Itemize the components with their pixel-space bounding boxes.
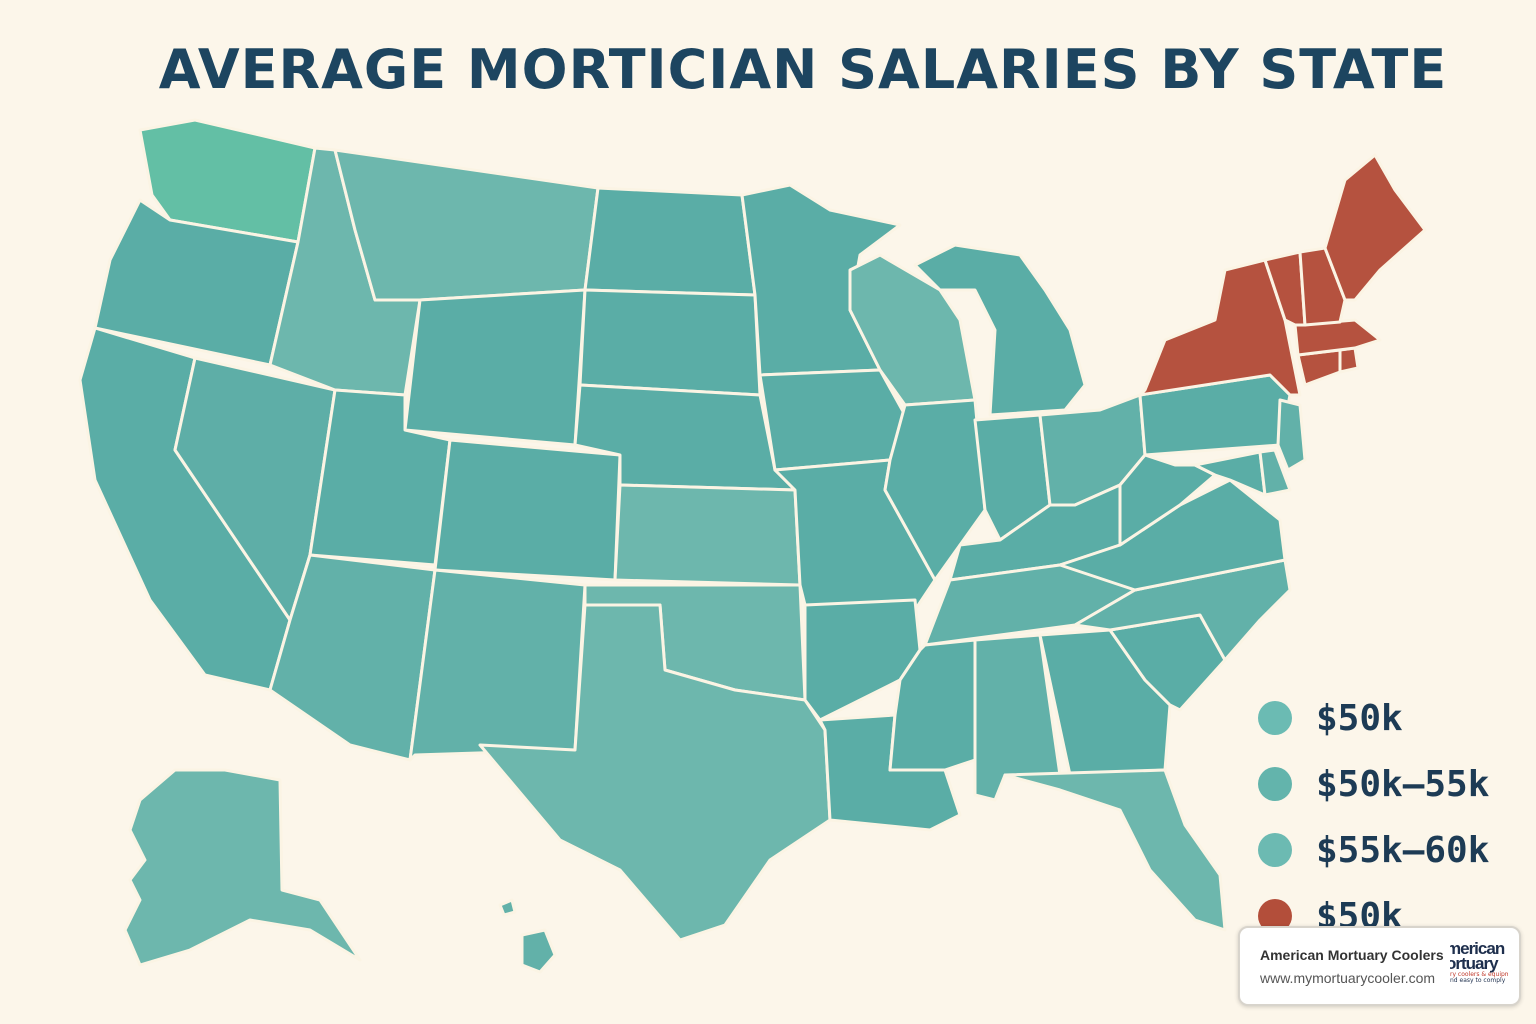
state-montana[interactable] [333,148,600,302]
state-rhode-island[interactable] [1338,346,1360,374]
legend-swatch [1258,833,1292,867]
state-hawaii[interactable] [498,898,517,917]
state-maine[interactable] [1323,153,1427,302]
state-michigan[interactable] [913,243,1087,417]
state-colorado[interactable] [433,438,622,582]
badge-url[interactable]: www.mymortuarycooler.com [1260,970,1436,986]
state-new-hampshire[interactable] [1298,246,1347,327]
legend-label: $55k–60k [1316,829,1490,871]
logo-line: nd easy to comply [1450,977,1506,984]
legend-swatch [1258,767,1292,801]
logo-line: merican [1450,940,1505,958]
state-delaware[interactable] [1258,448,1292,497]
company-logo: merican ortuary ry coolers & equipme nd … [1450,940,1508,990]
state-north-dakota[interactable] [583,186,757,297]
logo-line: ortuary [1450,954,1499,973]
state-hawaii-big-island[interactable] [520,928,557,974]
logo-line: ry coolers & equipme [1450,971,1508,978]
state-vermont[interactable] [1263,250,1307,327]
map-legend: $50k $50k–55k $55k–60k $50k [1258,685,1489,949]
legend-swatch [1258,701,1292,735]
state-florida[interactable] [1003,768,1227,932]
legend-item: $50k [1258,685,1489,751]
source-badge[interactable]: American Mortuary Coolers www.mymortuary… [1238,926,1521,1006]
state-massachusetts[interactable] [1293,318,1382,357]
state-iowa[interactable] [758,368,907,472]
badge-company-name: American Mortuary Coolers [1260,947,1444,963]
state-new-mexico[interactable] [408,568,587,762]
map-title: AVERAGE MORTICIAN SALARIES BY STATE [158,38,1448,101]
state-illinois[interactable] [883,398,987,582]
state-alaska[interactable] [123,768,362,967]
legend-item: $55k–60k [1258,817,1489,883]
state-wyoming[interactable] [403,288,587,447]
legend-label: $50k [1316,697,1403,739]
state-south-dakota[interactable] [578,288,762,397]
legend-label: $50k–55k [1316,763,1490,805]
state-texas[interactable] [478,603,832,942]
legend-item: $50k–55k [1258,751,1489,817]
state-new-jersey[interactable] [1276,398,1307,472]
state-maryland[interactable] [1193,450,1267,497]
state-kansas[interactable] [613,483,802,587]
